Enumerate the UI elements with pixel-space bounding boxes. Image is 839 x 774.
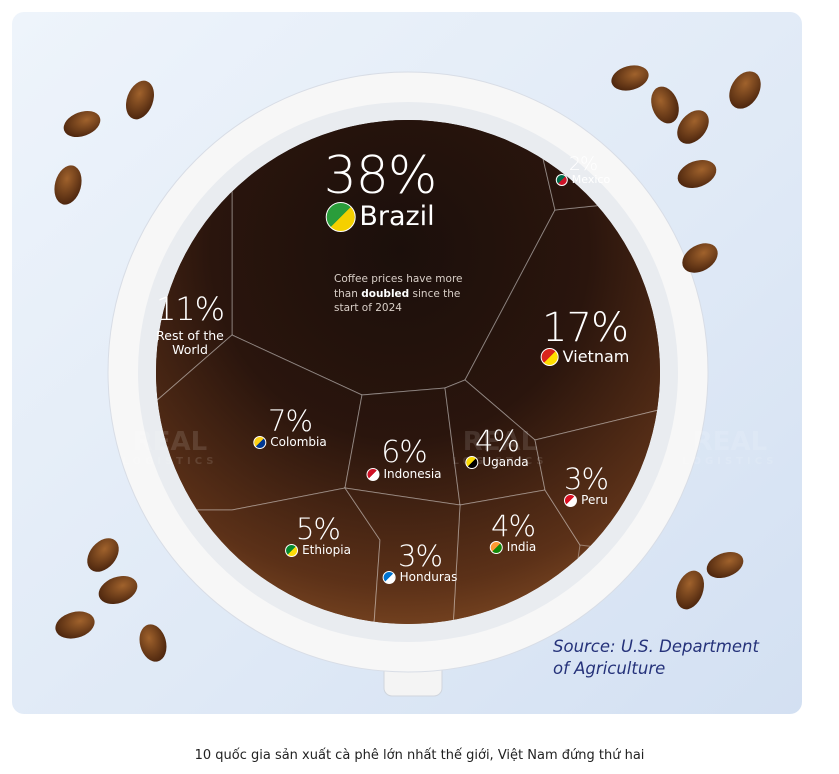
- country: Indonesia: [366, 467, 442, 482]
- country-name: Rest of the World: [156, 328, 224, 357]
- flag: [285, 544, 299, 558]
- value-label: 3%: [397, 539, 443, 573]
- country: Brazil: [324, 202, 437, 232]
- value-label: 6%: [381, 435, 428, 470]
- value-label: 4%: [474, 424, 520, 458]
- region-label: 6% Indonesia: [366, 435, 442, 482]
- flag: [489, 541, 503, 555]
- watermark: LOGISTICS: [453, 456, 548, 467]
- country-name: Uganda: [482, 455, 529, 469]
- flag: [540, 348, 559, 366]
- value-label: 3%: [563, 462, 609, 496]
- country: Mexico: [555, 173, 611, 187]
- country-name: Honduras: [399, 570, 458, 584]
- watermark: LOGISTICS: [123, 456, 218, 467]
- region-label: 4% Uganda: [465, 424, 529, 470]
- annotation-text: since the start of 2024: [334, 287, 461, 315]
- region-label: 3% Peru: [563, 462, 609, 508]
- flag: [564, 494, 578, 508]
- watermark: REAL: [693, 427, 767, 457]
- country: Uganda: [465, 455, 529, 470]
- annotation-bold: doubled: [361, 287, 410, 300]
- country-name: Ethiopia: [302, 543, 351, 557]
- value-label: 17%: [542, 305, 629, 351]
- country: India: [489, 540, 537, 555]
- region: [343, 487, 461, 624]
- region-label: 3% Honduras: [382, 539, 458, 585]
- country-name: Brazil: [359, 201, 435, 233]
- watermark: REAL: [133, 427, 207, 457]
- coffee-beans: [54, 65, 761, 662]
- country-name: Peru: [581, 493, 608, 507]
- country-name: Vietnam: [562, 347, 630, 367]
- source: Source: U.S. Department of Agriculture: [553, 637, 759, 679]
- region-label: 5% Ethiopia: [285, 512, 351, 558]
- country: Peru: [564, 493, 608, 508]
- region-label: 7% Colombia: [253, 404, 327, 450]
- region-label: 17% Vietnam: [540, 305, 630, 367]
- country: Honduras: [382, 570, 458, 585]
- value-label: 5%: [295, 512, 341, 546]
- region-label: 38% Brazil: [324, 150, 437, 232]
- flag: [555, 174, 568, 187]
- annotation: Coffee prices have more than doubled sin…: [334, 272, 464, 316]
- flag: [366, 468, 380, 482]
- country: Ethiopia: [285, 543, 351, 558]
- country: Colombia: [253, 435, 327, 450]
- region-label: 2% Mexico: [555, 153, 611, 187]
- value-label: 7%: [267, 404, 313, 438]
- country-name: Colombia: [270, 435, 327, 449]
- country: Rest of the World: [150, 329, 230, 357]
- annotation-text: Coffee prices have more than: [334, 273, 463, 300]
- value-label: 4%: [490, 509, 536, 543]
- flag: [253, 436, 267, 450]
- region-label: 4% India: [489, 509, 537, 555]
- flag: [382, 571, 396, 585]
- value-label: 38%: [323, 146, 438, 206]
- country: Vietnam: [540, 347, 630, 367]
- flag: [465, 456, 479, 470]
- value-label: 2%: [568, 153, 598, 175]
- watermark: REAL: [463, 427, 537, 457]
- country-name: Mexico: [571, 173, 611, 186]
- region-label: 11% Rest of the World: [150, 293, 230, 357]
- value-label: 11%: [155, 290, 225, 328]
- watermark: LOGISTICS: [683, 456, 778, 467]
- country-name: Indonesia: [383, 467, 442, 481]
- caption: 10 quốc gia sản xuất cà phê lớn nhất thế…: [194, 748, 645, 763]
- flag: [325, 202, 356, 232]
- country-name: India: [506, 540, 537, 554]
